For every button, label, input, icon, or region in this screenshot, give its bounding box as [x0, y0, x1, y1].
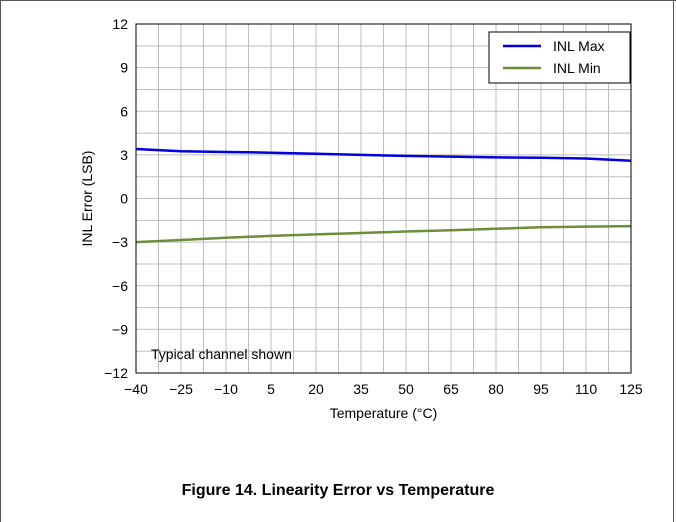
y-tick-label: 9 [120, 60, 128, 76]
tick-labels: −40 −25 −10 5 20 35 50 65 80 95 110 125 −12 −9 −6 −3 0 3 6… [104, 16, 643, 397]
y-tick-label: 6 [120, 103, 128, 119]
annotation-text: Typical channel shown [151, 346, 292, 362]
series-layer [135, 147, 632, 244]
x-tick-label: −40 [124, 381, 148, 397]
legend: INL Max INL Min [488, 31, 631, 84]
figure-caption: Figure 14. Linearity Error vs Temperatur… [181, 482, 495, 499]
x-tick-label: 35 [353, 381, 369, 397]
x-tick-label: 20 [308, 381, 324, 397]
x-tick-label: 95 [533, 381, 549, 397]
legend-label: INL Max [553, 38, 605, 54]
x-tick-label: 110 [575, 381, 598, 397]
grid [135, 23, 632, 374]
y-tick-label: −12 [104, 365, 128, 381]
x-tick-label: −10 [214, 381, 238, 397]
legend-box [488, 31, 631, 84]
plot-frame [135, 23, 632, 374]
page-left-border [0, 0, 1, 522]
x-tick-label: 65 [443, 381, 459, 397]
y-axis-label: INL Error (LSB) [79, 151, 95, 247]
series-line-inl-min [135, 224, 632, 244]
page-top-border [0, 0, 676, 1]
y-tick-label: 12 [112, 16, 128, 32]
x-tick-label: −25 [169, 381, 193, 397]
page-right-border [673, 0, 674, 522]
linearity-chart: −40 −25 −10 5 20 35 50 65 80 95 110 125 −12 −9 −6 −3 0 3 6… [79, 16, 643, 421]
y-tick-label: 3 [120, 147, 128, 163]
x-tick-label: 50 [398, 381, 414, 397]
y-tick-label: −6 [112, 278, 128, 294]
legend-label: INL Min [553, 60, 601, 76]
x-axis-label: Temperature (°C) [330, 405, 438, 421]
y-tick-label: −3 [112, 234, 128, 250]
x-tick-label: 5 [267, 381, 275, 397]
y-tick-label: −9 [112, 321, 128, 337]
y-tick-label: 0 [120, 191, 128, 207]
x-tick-label: 125 [619, 381, 643, 397]
x-tick-label: 80 [488, 381, 504, 397]
series-line-inl-max [135, 147, 632, 162]
